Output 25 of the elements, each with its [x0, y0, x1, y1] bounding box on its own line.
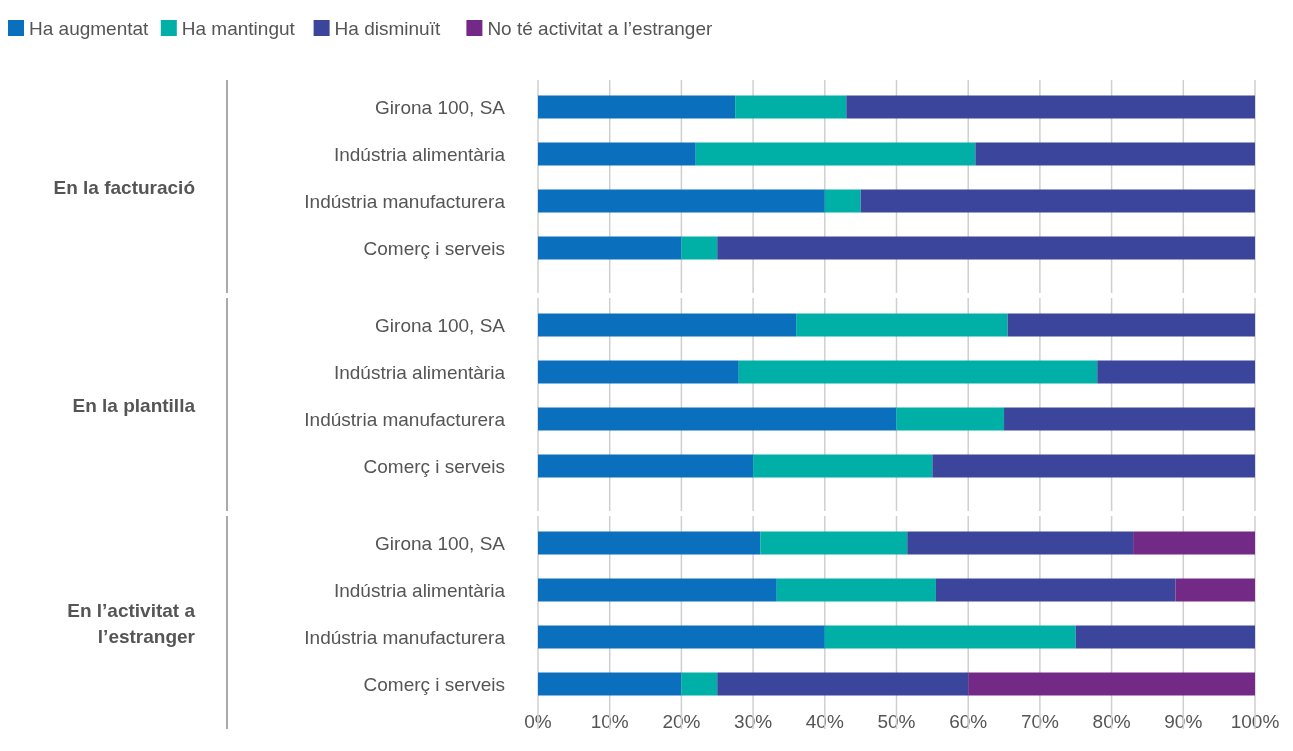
x-tick-label: 60%: [949, 711, 988, 732]
x-tick-label: 30%: [734, 711, 773, 732]
x-tick-label: 100%: [1230, 711, 1280, 732]
text: En l’activitat a l’estranger: [67, 599, 196, 647]
y-tick-label: Girona 100, SA: [375, 533, 506, 554]
y-tick-label: Indústria alimentària: [333, 580, 506, 601]
x-tick-label: 70%: [1020, 711, 1060, 732]
text: En la facturació: [53, 176, 195, 198]
x-tick-label: 40%: [805, 711, 844, 732]
y-tick-label: Girona 100, SA: [375, 97, 506, 118]
text: En la plantilla: [72, 394, 196, 416]
legend-label: Ha mantingut: [181, 18, 296, 39]
y-tick-label: Indústria alimentària: [333, 144, 506, 165]
legend-label: Ha augmentat: [29, 18, 150, 39]
y-tick-label: Comerç i serveis: [363, 674, 505, 695]
y-tick-label: Indústria manufacturera: [304, 627, 506, 648]
y-tick-label: Indústria alimentària: [333, 362, 506, 383]
legend-label: No té activitat a l’estranger: [487, 18, 714, 39]
y-tick-label: Indústria manufacturera: [304, 409, 506, 430]
y-tick-label: Girona 100, SA: [375, 315, 506, 336]
x-tick-label: 0%: [524, 711, 552, 732]
y-tick-label: Indústria manufacturera: [304, 191, 506, 212]
legend-label: Ha disminuït: [334, 18, 441, 39]
y-tick-label: Comerç i serveis: [363, 238, 505, 259]
y-tick-label: Comerç i serveis: [363, 456, 505, 477]
